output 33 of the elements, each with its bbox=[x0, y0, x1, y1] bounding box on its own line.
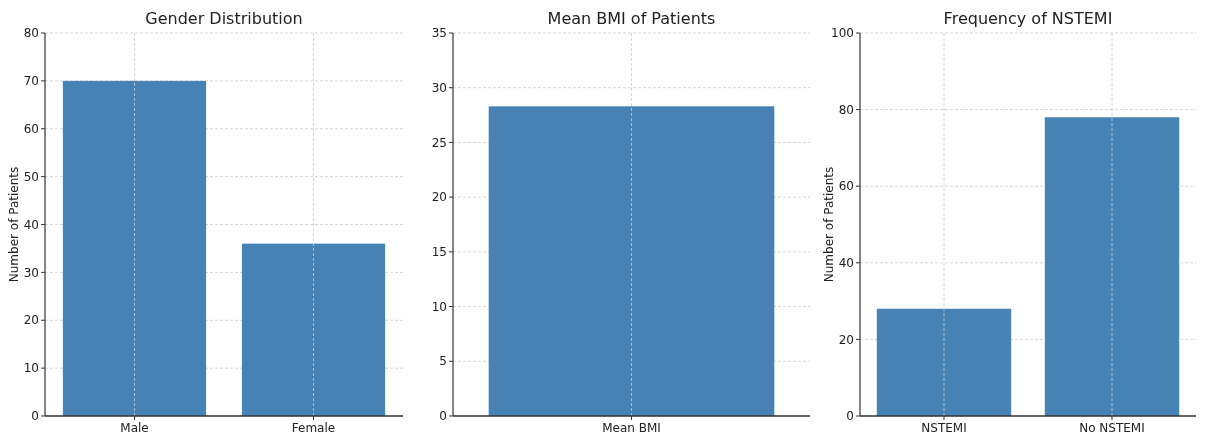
chart-title: Gender Distribution bbox=[145, 9, 303, 28]
y-tick-label: 20 bbox=[431, 190, 447, 205]
y-tick-label: 0 bbox=[439, 409, 447, 424]
x-tick-label: Female bbox=[291, 421, 336, 435]
y-tick-label: 50 bbox=[23, 169, 39, 184]
y-tick-label: 20 bbox=[23, 313, 39, 328]
y-tick-label: 40 bbox=[23, 217, 39, 232]
x-tick-label: No NSTEMI bbox=[1079, 421, 1145, 435]
chart-title: Frequency of NSTEMI bbox=[943, 9, 1113, 28]
y-tick-label: 100 bbox=[831, 26, 854, 41]
y-tick-label: 35 bbox=[431, 26, 447, 41]
y-tick-label: 70 bbox=[23, 74, 39, 89]
y-tick-label: 5 bbox=[439, 354, 447, 369]
x-tick-label: Male bbox=[120, 421, 149, 435]
y-tick-label: 10 bbox=[23, 361, 39, 376]
y-tick-label: 15 bbox=[431, 245, 447, 260]
y-tick-label: 25 bbox=[431, 135, 447, 150]
y-tick-label: 80 bbox=[838, 102, 854, 117]
y-tick-label: 80 bbox=[23, 26, 39, 41]
y-tick-label: 40 bbox=[838, 256, 854, 270]
x-tick-label: Mean BMI bbox=[602, 421, 661, 435]
y-axis-title: Number of Patients bbox=[822, 166, 836, 283]
y-tick-label: 10 bbox=[431, 299, 447, 314]
y-tick-label: 20 bbox=[838, 332, 854, 347]
y-tick-label: 60 bbox=[23, 121, 39, 136]
y-tick-label: 30 bbox=[431, 80, 447, 95]
y-tick-label: 30 bbox=[23, 265, 39, 280]
chart-title: Mean BMI of Patients bbox=[547, 9, 716, 28]
y-tick-label: 0 bbox=[846, 409, 854, 424]
x-tick-label: NSTEMI bbox=[921, 421, 967, 435]
y-tick-label: 0 bbox=[31, 409, 39, 424]
y-axis-title: Number of Patients bbox=[7, 166, 21, 283]
y-tick-label: 60 bbox=[838, 179, 854, 194]
